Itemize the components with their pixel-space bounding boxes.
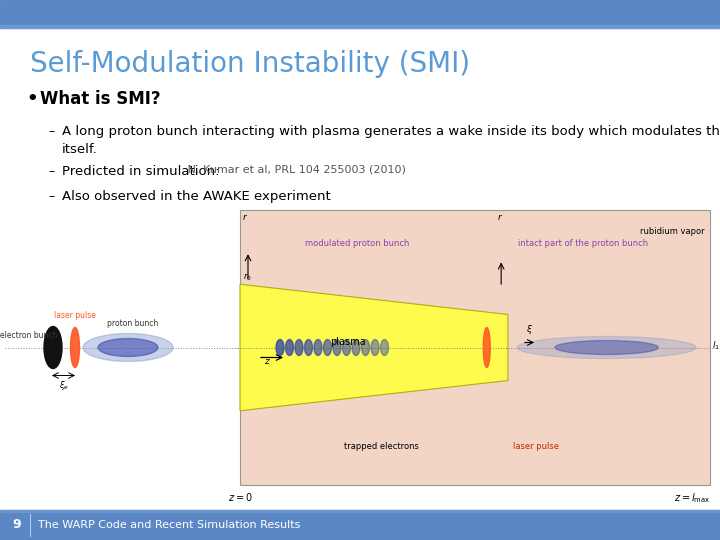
Ellipse shape xyxy=(276,340,284,355)
Ellipse shape xyxy=(352,340,360,355)
Ellipse shape xyxy=(371,340,379,355)
Polygon shape xyxy=(240,284,508,411)
Text: $\xi$: $\xi$ xyxy=(526,322,534,335)
Text: –: – xyxy=(48,125,54,138)
Ellipse shape xyxy=(343,340,351,355)
Ellipse shape xyxy=(361,340,369,355)
Bar xyxy=(0,510,720,512)
Ellipse shape xyxy=(333,340,341,355)
Text: –: – xyxy=(48,190,54,203)
Ellipse shape xyxy=(71,327,79,368)
Text: z: z xyxy=(264,356,269,366)
Text: trapped electrons: trapped electrons xyxy=(343,442,418,451)
Bar xyxy=(0,0,720,28)
Ellipse shape xyxy=(555,341,658,354)
Text: r: r xyxy=(243,213,247,222)
Ellipse shape xyxy=(286,340,294,355)
Ellipse shape xyxy=(380,340,389,355)
Text: $z=l_{\mathrm{max}}$: $z=l_{\mathrm{max}}$ xyxy=(674,491,710,505)
Ellipse shape xyxy=(314,340,322,355)
Text: proton bunch: proton bunch xyxy=(107,319,158,327)
Text: N. Kumar et al, PRL 104 255003 (2010): N. Kumar et al, PRL 104 255003 (2010) xyxy=(177,165,406,175)
Text: r: r xyxy=(498,213,502,222)
Text: rubidium vapor: rubidium vapor xyxy=(640,226,705,235)
Ellipse shape xyxy=(517,336,696,359)
Ellipse shape xyxy=(83,334,173,361)
Text: laser pulse: laser pulse xyxy=(54,310,96,320)
Text: What is SMI?: What is SMI? xyxy=(40,90,161,108)
Text: electron bunch: electron bunch xyxy=(0,330,58,340)
Text: modulated proton bunch: modulated proton bunch xyxy=(305,239,410,247)
Text: Predicted in simulation:: Predicted in simulation: xyxy=(62,165,220,178)
Text: $l_1$: $l_1$ xyxy=(712,339,720,352)
Ellipse shape xyxy=(305,340,312,355)
Text: The WARP Code and Recent Simulation Results: The WARP Code and Recent Simulation Resu… xyxy=(38,520,300,530)
Text: A long proton bunch interacting with plasma generates a wake inside its body whi: A long proton bunch interacting with pla… xyxy=(62,125,720,156)
Ellipse shape xyxy=(483,327,490,368)
Text: –: – xyxy=(48,165,54,178)
Ellipse shape xyxy=(44,327,62,368)
Text: intact part of the proton bunch: intact part of the proton bunch xyxy=(518,239,648,247)
Text: Self-Modulation Instability (SMI): Self-Modulation Instability (SMI) xyxy=(30,50,470,78)
Bar xyxy=(240,210,710,485)
Text: Also observed in the AWAKE experiment: Also observed in the AWAKE experiment xyxy=(62,190,330,203)
Text: laser pulse: laser pulse xyxy=(513,442,559,451)
Ellipse shape xyxy=(323,340,331,355)
Text: $\xi_e$: $\xi_e$ xyxy=(59,380,69,393)
Text: $r_0$: $r_0$ xyxy=(243,272,252,284)
Text: plasma: plasma xyxy=(330,337,366,347)
Text: •: • xyxy=(26,90,37,108)
Text: 9: 9 xyxy=(12,518,21,531)
Bar xyxy=(0,25,720,28)
Ellipse shape xyxy=(98,339,158,356)
Bar xyxy=(0,510,720,540)
Text: $z=0$: $z=0$ xyxy=(228,491,252,503)
Ellipse shape xyxy=(295,340,303,355)
